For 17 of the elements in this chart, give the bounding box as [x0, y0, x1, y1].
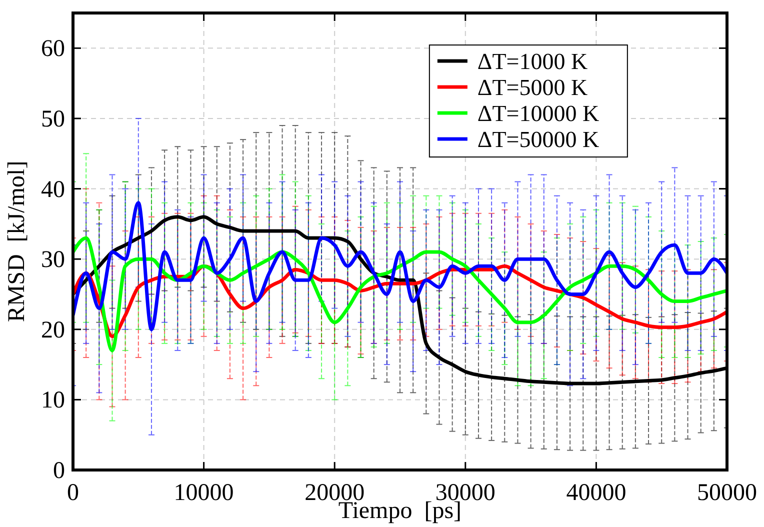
- line-series: [73, 236, 727, 352]
- y-tick-label: 10: [41, 388, 65, 414]
- y-tick-label: 0: [53, 458, 65, 484]
- legend-label: ΔT=10000 K: [477, 101, 600, 126]
- line-series: [73, 201, 727, 332]
- y-tick-label: 40: [41, 176, 65, 203]
- x-tick-label: 40000: [566, 480, 626, 506]
- y-tick-label: 60: [41, 36, 65, 62]
- x-tick-label: 10000: [174, 480, 234, 506]
- legend-label: ΔT=5000 K: [477, 75, 588, 100]
- y-axis-title: RMSD [kJ/mol]: [4, 160, 30, 322]
- x-tick-label: 50000: [697, 480, 757, 506]
- y-tick-label: 50: [41, 106, 65, 132]
- legend-label: ΔT=50000 K: [477, 127, 600, 152]
- y-tick-label: 30: [41, 247, 65, 274]
- y-tick-label: 20: [41, 317, 65, 344]
- legend-label: ΔT=1000 K: [477, 49, 588, 74]
